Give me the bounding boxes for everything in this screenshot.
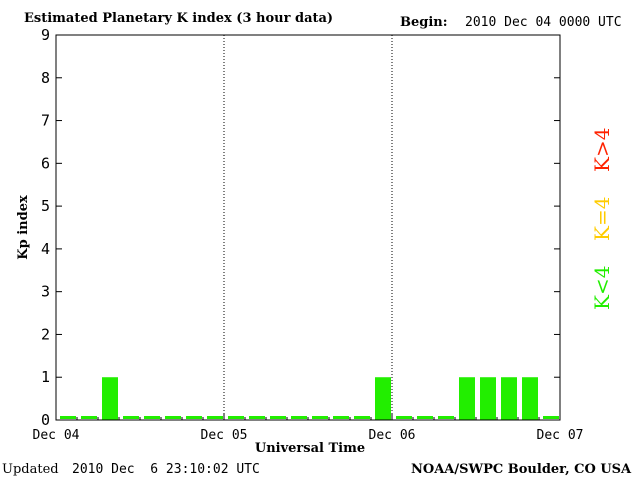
kp-bar	[396, 416, 412, 419]
y-tick-label: 1	[41, 368, 50, 386]
kp-bar	[459, 377, 475, 420]
y-axis-label: Kp index	[16, 195, 31, 260]
legend-k-equal-4: K=4	[590, 196, 614, 241]
kp-bar	[144, 416, 160, 419]
kp-bar	[522, 377, 538, 420]
y-tick-label: 9	[41, 26, 50, 44]
legend-k-greater-4: K>4	[590, 127, 614, 172]
kp-bar	[123, 416, 139, 419]
y-tick-label: 2	[41, 325, 50, 343]
kp-bar	[60, 416, 76, 419]
kp-bar	[270, 416, 286, 419]
kp-bar	[375, 377, 391, 420]
kp-bar	[165, 416, 181, 419]
x-tick-label: Dec 07	[537, 428, 584, 443]
legend-k-less-4: K<4	[590, 265, 614, 310]
y-tick-label: 8	[41, 69, 50, 87]
kp-bar	[438, 416, 454, 419]
kp-bar	[501, 377, 517, 420]
updated-value: 2010 Dec 6 23:10:02 UTC	[72, 462, 260, 477]
x-axis-label: Universal Time	[255, 441, 365, 456]
y-tick-label: 6	[41, 154, 50, 172]
chart-title: Estimated Planetary K index (3 hour data…	[24, 11, 334, 26]
kp-bar	[102, 377, 118, 420]
source-credit: NOAA/SWPC Boulder, CO USA	[411, 462, 632, 477]
kp-bar	[207, 416, 223, 419]
x-tick-label: Dec 05	[201, 428, 248, 443]
kp-bar	[249, 416, 265, 419]
kp-bar	[186, 416, 202, 419]
kp-bar	[417, 416, 433, 419]
kp-bar	[312, 416, 328, 419]
begin-label: Begin:	[400, 15, 448, 30]
kp-bar	[291, 416, 307, 419]
begin-value: 2010 Dec 04 0000 UTC	[465, 15, 622, 30]
y-tick-label: 0	[41, 411, 50, 429]
kp-bar	[543, 416, 559, 419]
x-tick-label: Dec 04	[33, 428, 80, 443]
y-tick-label: 5	[41, 197, 50, 215]
kp-bar	[354, 416, 370, 419]
plot-frame	[55, 34, 561, 421]
y-tick-label: 7	[41, 112, 50, 130]
y-tick-label: 4	[41, 240, 50, 258]
kp-bar	[480, 377, 496, 420]
kp-bar	[333, 416, 349, 419]
y-tick-label: 3	[41, 283, 50, 301]
x-tick-label: Dec 06	[369, 428, 416, 443]
kp-bar	[81, 416, 97, 419]
updated-label: Updated	[2, 462, 59, 477]
kp-bar	[228, 416, 244, 419]
